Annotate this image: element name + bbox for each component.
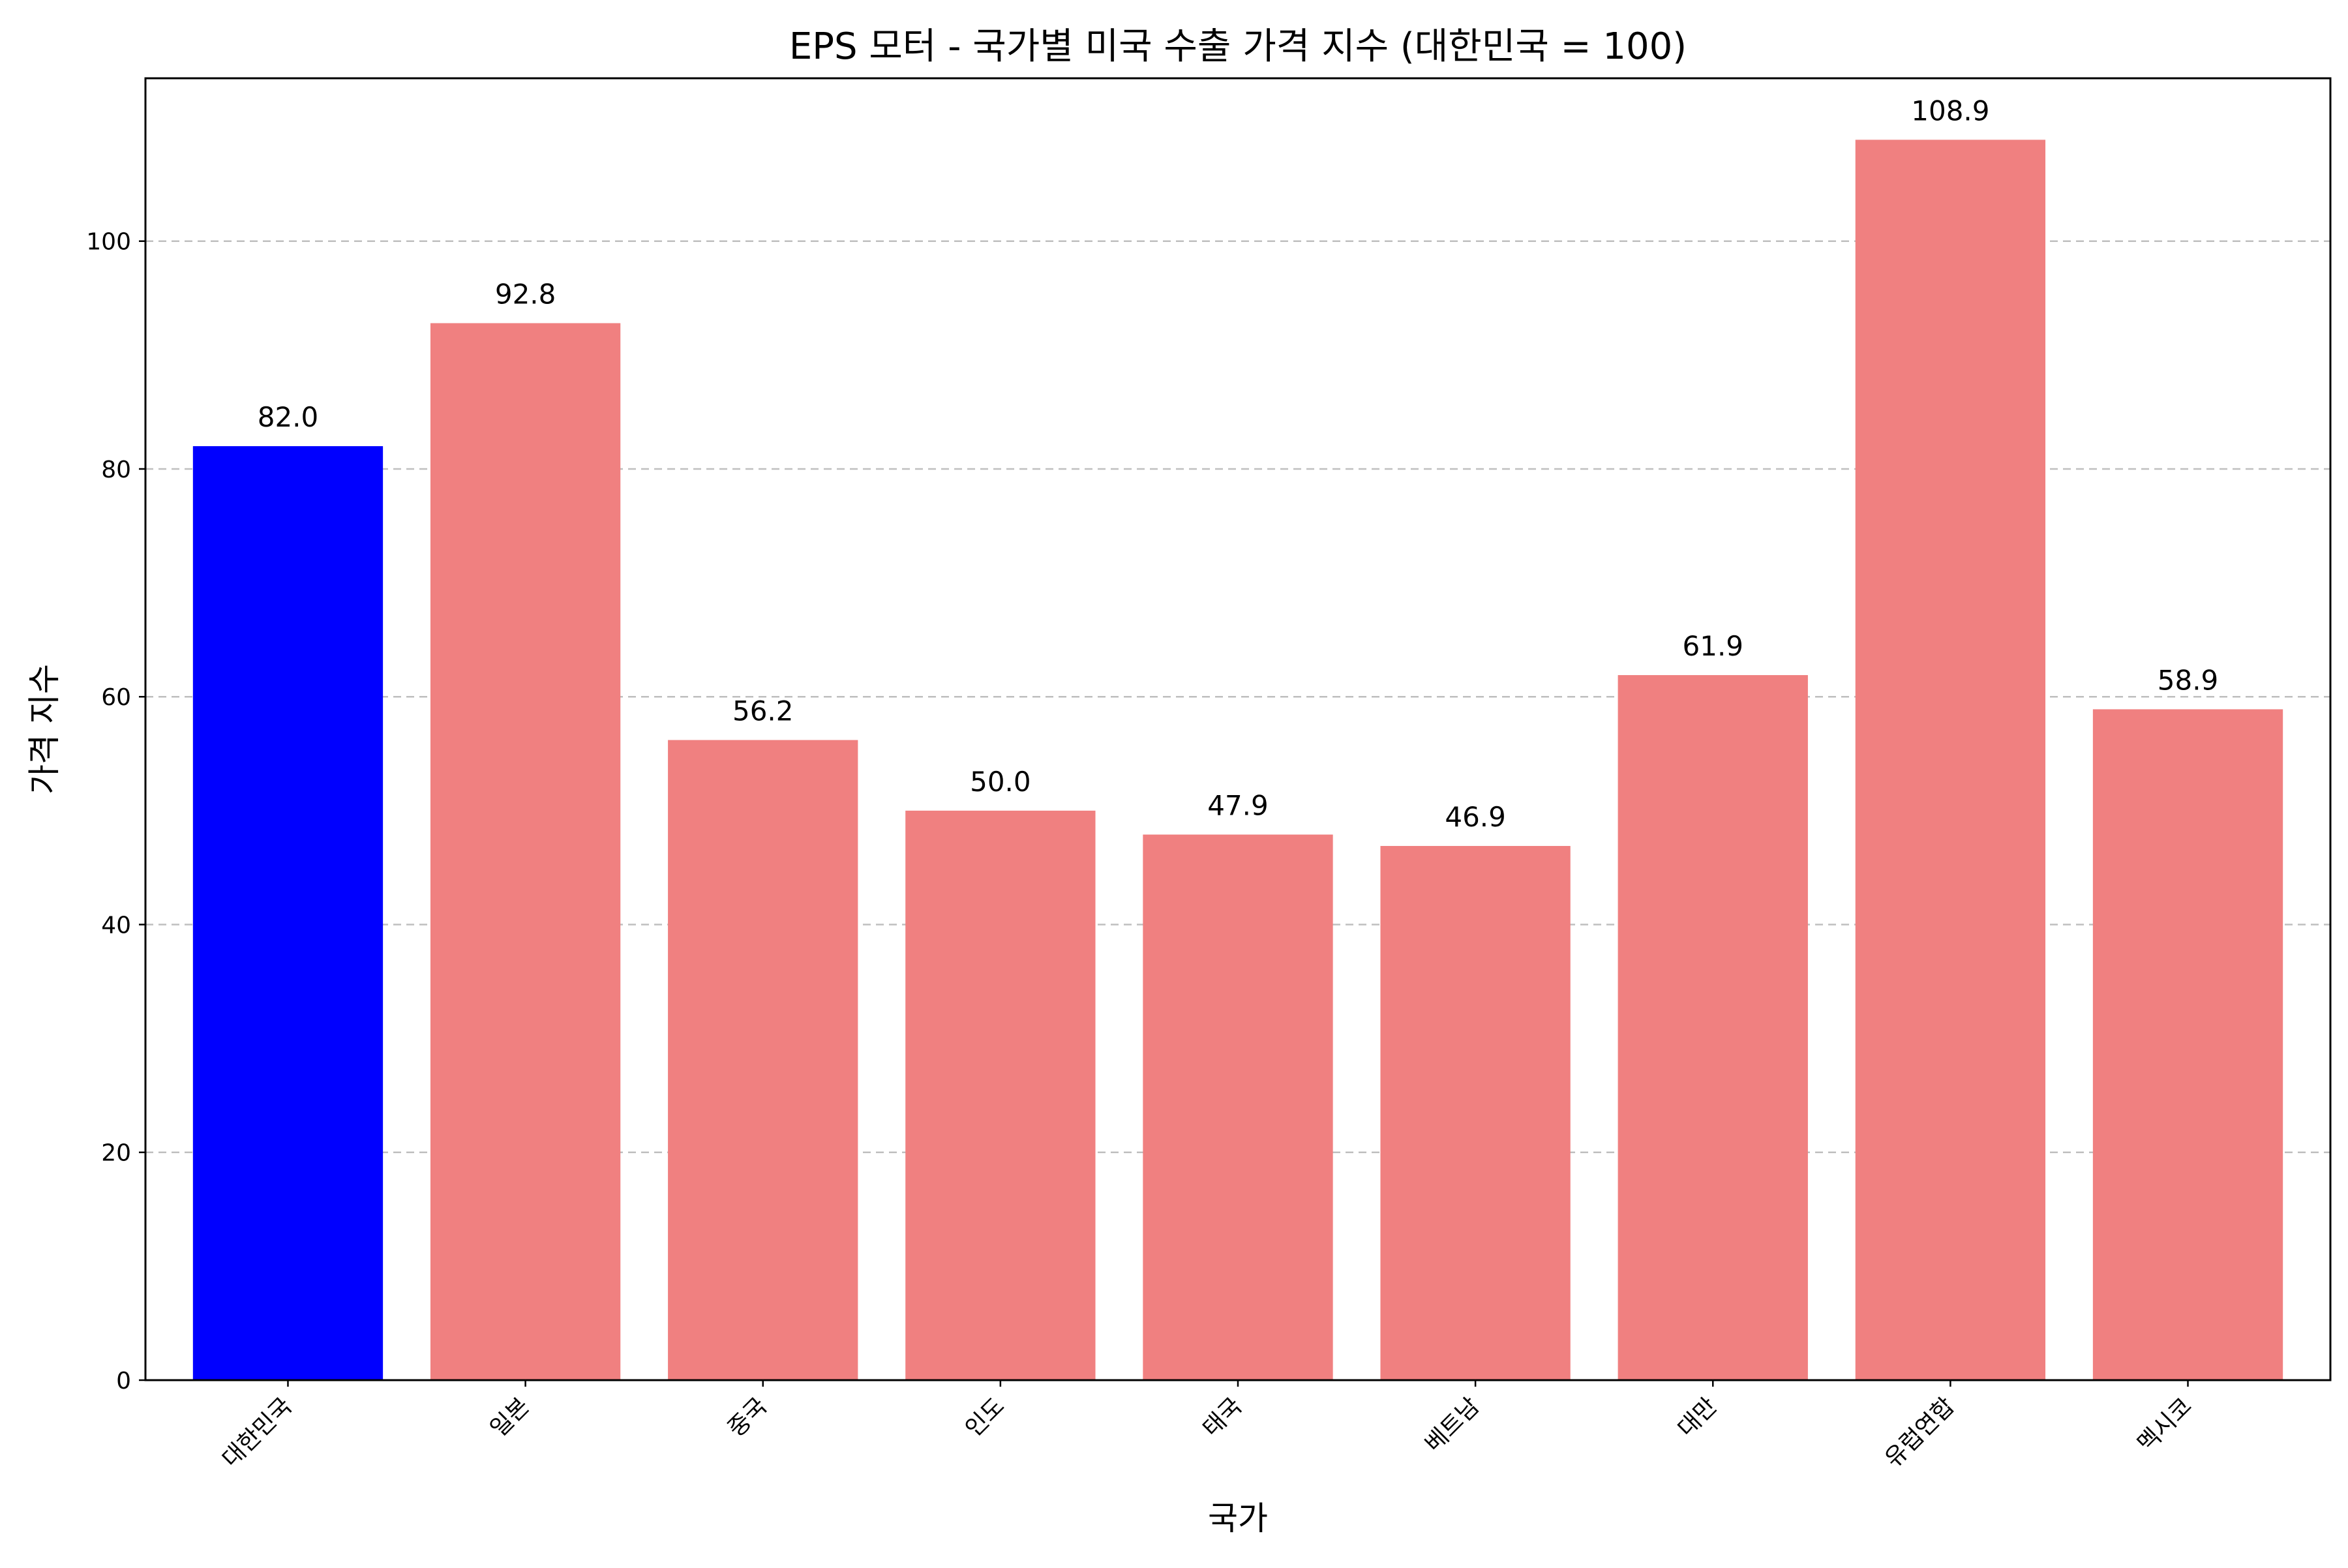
bars [192, 140, 2283, 1381]
x-tick-label: 일본 [485, 1393, 535, 1442]
bar-value-label: 46.9 [1445, 801, 1506, 833]
y-tick-label: 40 [101, 912, 131, 939]
axes-frame [144, 77, 2332, 1381]
y-tick-label: 60 [101, 684, 131, 711]
bar [668, 740, 858, 1380]
bar [905, 810, 1096, 1380]
bar [430, 323, 621, 1380]
x-tick-label: 멕시코 [2133, 1393, 2197, 1457]
bar-value-label: 61.9 [1683, 630, 1744, 662]
y-tick-label: 0 [116, 1368, 131, 1395]
bar [1380, 845, 1571, 1380]
bar-value-label: 108.9 [1911, 95, 1989, 127]
chart-title: EPS 모터 - 국가별 미국 수출 가격 지수 (대한민국 = 100) [789, 25, 1687, 68]
x-tick-label: 중국 [723, 1393, 772, 1442]
bar-value-label: 50.0 [970, 766, 1031, 798]
bar-value-label: 92.8 [495, 278, 556, 310]
y-tick-label: 20 [101, 1140, 131, 1167]
x-axis-label: 국가 [1208, 1500, 1268, 1537]
y-tick-label: 80 [101, 457, 131, 483]
bar [192, 446, 384, 1380]
bar-value-label: 47.9 [1207, 790, 1269, 822]
bar-value-label: 56.2 [732, 695, 794, 727]
bar-value-label: 82.0 [258, 401, 319, 433]
x-tick-label: 인도 [960, 1393, 1010, 1442]
value-labels: 82.0 92.8 56.2 50.0 47.9 46.9 61.9 108.9 58.9 [258, 95, 2219, 833]
y-tick-label: 100 [86, 229, 131, 256]
bar-value-label: 58.9 [2158, 664, 2219, 696]
x-tick-label: 대만 [1673, 1393, 1723, 1442]
x-tick-label: 대한민국 [217, 1393, 297, 1473]
y-axis-label: 가격 지수 [25, 664, 63, 794]
x-tick-label: 유럽연합 [1880, 1393, 1960, 1473]
x-tick-label: 베트남 [1420, 1393, 1484, 1457]
bar [2092, 709, 2283, 1380]
x-tick-label: 태국 [1198, 1393, 1248, 1442]
y-axis-ticks: 0 20 40 60 80 100 [86, 229, 145, 1395]
bar [1618, 675, 1808, 1380]
bar [1855, 140, 2046, 1381]
bar [1143, 834, 1333, 1380]
x-axis-ticks: 대한민국 일본 중국 인도 태국 베트남 대만 유럽연합 멕시코 [217, 1380, 2197, 1473]
